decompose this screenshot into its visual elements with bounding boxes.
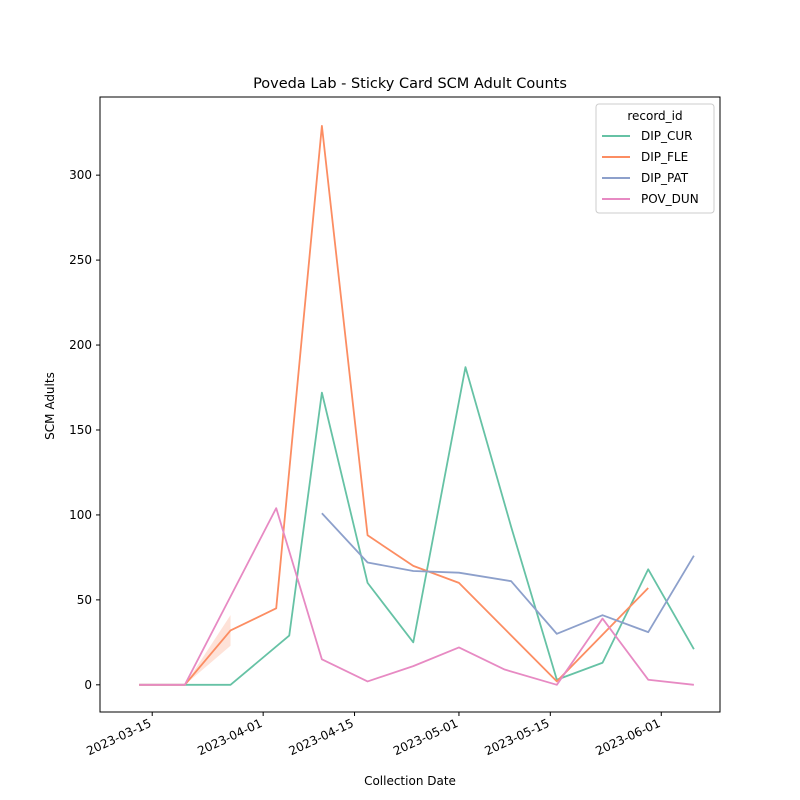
y-tick-label: 200 [69,338,92,352]
legend-label-pov-dun: POV_DUN [641,192,699,206]
plot-area [139,124,695,686]
series-line-dip-cur [139,366,695,686]
x-tick-label: 2023-05-01 [391,716,460,758]
legend-title: record_id [627,109,682,123]
y-tick-label: 50 [77,593,92,607]
x-axis-label: Collection Date [364,774,456,788]
y-tick-label: 150 [69,423,92,437]
axes: 0 50 100 150 200 250 300 2023-03-15 2023-04-01 20… [69,168,662,758]
x-tick-label: 2023-04-15 [287,716,356,758]
chart-title: Poveda Lab - Sticky Card SCM Adult Count… [253,76,567,92]
legend-label-dip-pat: DIP_PAT [641,171,689,185]
y-tick-label: 100 [69,508,92,522]
series-line-dip-fle [139,124,649,686]
y-tick-label: 0 [84,678,92,692]
legend-label-dip-fle: DIP_FLE [641,150,688,164]
confidence-band-dip-fle [184,615,231,685]
x-tick-label: 2023-04-01 [195,716,264,758]
x-tick-label: 2023-06-01 [593,716,662,758]
series-line-pov-dun [139,507,694,686]
y-axis-label: SCM Adults [43,372,57,440]
series-line-dip-pat [321,512,695,635]
x-tick-label: 2023-05-15 [482,716,551,758]
legend-label-dip-cur: DIP_CUR [641,129,693,143]
legend-box [595,103,715,214]
plot-frame [99,96,721,713]
legend: record_id DIP_CUR DIP_FLE DIP_PAT POV_DUN [595,103,715,214]
y-tick-label: 300 [69,168,92,182]
y-tick-label: 250 [69,253,92,267]
x-tick-label: 2023-03-15 [84,716,153,758]
